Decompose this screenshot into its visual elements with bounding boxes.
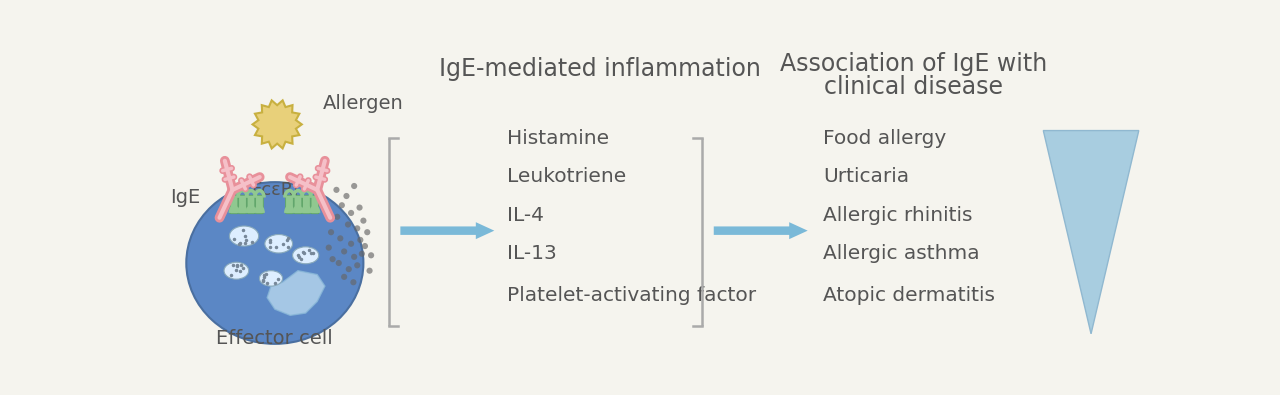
Text: Allergic asthma: Allergic asthma: [823, 244, 979, 263]
Circle shape: [369, 252, 374, 258]
FancyBboxPatch shape: [302, 195, 310, 214]
Ellipse shape: [265, 235, 293, 253]
Circle shape: [337, 235, 343, 241]
Text: Allergic rhinitis: Allergic rhinitis: [823, 206, 973, 225]
Circle shape: [333, 187, 339, 193]
Circle shape: [356, 205, 362, 211]
Text: FcεRI: FcεRI: [251, 181, 298, 199]
Circle shape: [335, 260, 342, 266]
Text: Platelet-activating factor: Platelet-activating factor: [507, 286, 756, 305]
Text: IgE-mediated inflammation: IgE-mediated inflammation: [439, 57, 760, 81]
Text: Leukotriene: Leukotriene: [507, 167, 627, 186]
Circle shape: [348, 241, 355, 247]
Circle shape: [329, 256, 335, 262]
Circle shape: [362, 243, 369, 249]
Ellipse shape: [224, 262, 248, 279]
Circle shape: [361, 218, 366, 224]
Ellipse shape: [260, 271, 283, 286]
Ellipse shape: [187, 182, 364, 344]
Circle shape: [334, 214, 340, 220]
Text: Association of IgE with: Association of IgE with: [781, 53, 1047, 76]
Text: IL-13: IL-13: [507, 244, 557, 263]
Circle shape: [325, 245, 332, 251]
Circle shape: [328, 229, 334, 235]
Circle shape: [365, 229, 370, 235]
Text: Atopic dermatitis: Atopic dermatitis: [823, 286, 995, 305]
Circle shape: [355, 225, 361, 231]
Circle shape: [351, 254, 357, 260]
Circle shape: [344, 222, 351, 228]
Circle shape: [339, 202, 344, 208]
FancyBboxPatch shape: [294, 195, 302, 214]
Circle shape: [358, 251, 365, 257]
Text: Urticaria: Urticaria: [823, 167, 909, 186]
Polygon shape: [252, 100, 302, 149]
Circle shape: [355, 262, 361, 268]
Text: IgE: IgE: [170, 188, 200, 207]
Circle shape: [340, 274, 347, 280]
FancyBboxPatch shape: [285, 195, 293, 214]
FancyBboxPatch shape: [311, 195, 319, 214]
Circle shape: [366, 268, 372, 274]
FancyBboxPatch shape: [247, 195, 255, 214]
Polygon shape: [1043, 131, 1139, 334]
Text: Food allergy: Food allergy: [823, 129, 946, 148]
PathPatch shape: [268, 271, 325, 315]
Circle shape: [340, 248, 347, 254]
FancyBboxPatch shape: [230, 195, 238, 214]
Text: Allergen: Allergen: [323, 94, 403, 113]
Text: Histamine: Histamine: [507, 129, 609, 148]
Circle shape: [348, 210, 355, 216]
Ellipse shape: [229, 226, 259, 246]
Circle shape: [357, 237, 364, 243]
Text: Effector cell: Effector cell: [216, 329, 333, 348]
Polygon shape: [401, 222, 494, 239]
Circle shape: [343, 193, 349, 199]
Circle shape: [351, 279, 356, 285]
FancyBboxPatch shape: [238, 195, 246, 214]
Circle shape: [346, 266, 352, 272]
Text: IL-4: IL-4: [507, 206, 544, 225]
FancyBboxPatch shape: [256, 195, 264, 214]
Text: clinical disease: clinical disease: [824, 75, 1004, 100]
Ellipse shape: [293, 247, 319, 264]
Polygon shape: [714, 222, 808, 239]
Circle shape: [351, 183, 357, 189]
